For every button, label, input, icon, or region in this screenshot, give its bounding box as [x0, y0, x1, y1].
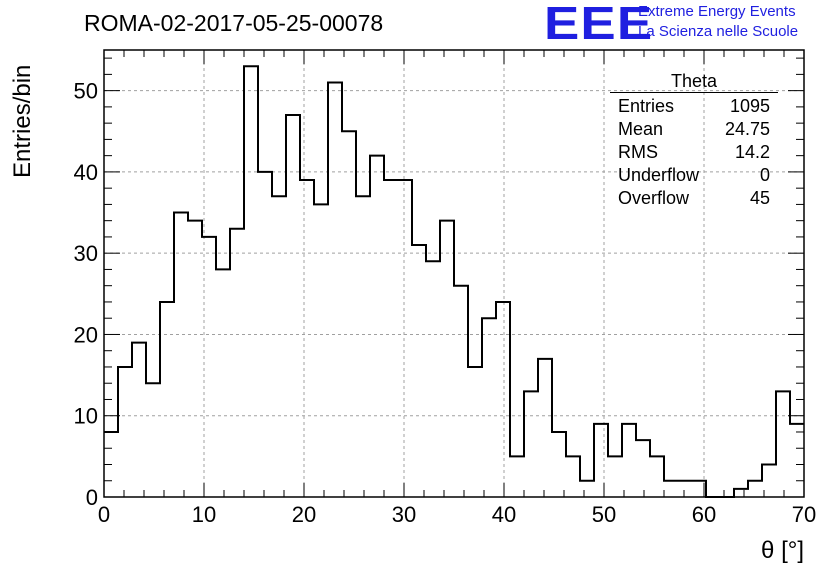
histogram-bin: [440, 221, 454, 497]
histogram-bin: [580, 481, 594, 497]
histogram-bin: [552, 432, 566, 497]
stats-value: 0: [759, 165, 770, 185]
histogram-bin: [426, 261, 440, 497]
stats-box: Theta Entries 1095 Mean 24.75 RMS 14.2 U…: [610, 70, 778, 210]
histogram-bin: [188, 221, 202, 497]
histogram-bin: [146, 383, 160, 497]
stats-row-overflow: Overflow 45: [610, 187, 778, 210]
histogram-bin: [104, 432, 118, 497]
y-tick-label: 10: [74, 404, 98, 429]
histogram-bin: [132, 343, 146, 497]
stats-label: Underflow: [618, 165, 700, 185]
histogram-bin: [328, 83, 342, 497]
stats-row-rms: RMS 14.2: [610, 141, 778, 164]
x-tick-label: 0: [98, 502, 110, 527]
histogram-bin: [202, 237, 216, 497]
histogram-bin: [356, 196, 370, 497]
histogram-bin: [370, 156, 384, 497]
histogram-bin: [398, 180, 412, 497]
stats-label: Entries: [618, 96, 675, 116]
histogram-bin: [538, 359, 552, 497]
stats-title: Theta: [610, 70, 778, 93]
histogram-bin: [748, 481, 762, 497]
stats-value: 14.2: [734, 142, 770, 162]
y-tick-label: 0: [86, 485, 98, 510]
histogram-bin: [258, 172, 272, 497]
histogram-bin: [314, 204, 328, 497]
histogram-bin: [622, 424, 636, 497]
histogram-bin: [216, 269, 230, 497]
histogram-bin: [594, 424, 608, 497]
histogram-bin: [468, 367, 482, 497]
histogram-bin: [776, 391, 790, 497]
stats-row-entries: Entries 1095: [610, 95, 778, 118]
histogram-bin: [636, 440, 650, 497]
histogram-bin: [342, 131, 356, 497]
histogram-bin: [118, 367, 132, 497]
histogram-bin: [286, 115, 300, 497]
stats-row-mean: Mean 24.75: [610, 118, 778, 141]
y-axis-label: Entries/bin: [9, 65, 36, 178]
stats-value: 45: [749, 188, 770, 208]
histogram-bin: [482, 318, 496, 497]
histogram-bin: [692, 481, 706, 497]
histogram-bin: [244, 66, 258, 497]
stats-label: RMS: [618, 142, 658, 162]
histogram-bin: [160, 302, 174, 497]
stats-value: 1095: [729, 96, 770, 116]
x-tick-label: 70: [792, 502, 816, 527]
histogram-bin: [524, 391, 538, 497]
histogram-bin: [664, 481, 678, 497]
run-title: ROMA-02-2017-05-25-00078: [84, 10, 384, 36]
histogram-outline: [104, 65, 804, 498]
histogram-bin: [174, 213, 188, 497]
x-tick-label: 10: [192, 502, 216, 527]
y-tick-label: 20: [74, 322, 98, 347]
x-tick-label: 30: [392, 502, 416, 527]
stats-value: 24.75: [724, 119, 770, 139]
y-tick-labels: 0 10 20 30 40 50: [74, 79, 98, 510]
plot-frame: [103, 49, 805, 498]
stats-label: Overflow: [618, 188, 690, 208]
y-tick-label: 50: [74, 79, 98, 104]
histogram-bin: [650, 456, 664, 497]
stats-row-underflow: Underflow 0: [610, 164, 778, 187]
histogram-bin: [454, 286, 468, 497]
histogram-bin: [412, 245, 426, 497]
x-tick-labels: 0 10 20 30 40 50 60 70: [98, 502, 816, 527]
histogram-bin: [272, 196, 286, 497]
histogram-bin: [762, 464, 776, 497]
x-tick-label: 20: [292, 502, 316, 527]
x-tick-label: 50: [592, 502, 616, 527]
logo-subtitle-1: Extreme Energy Events: [638, 3, 796, 20]
histogram-bin: [608, 456, 622, 497]
histogram-bin: [790, 424, 804, 497]
histogram-bin: [678, 481, 692, 497]
eee-logo: EEE: [544, 0, 654, 49]
logo-subtitle-2: La Scienza nelle Scuole: [638, 23, 799, 40]
histogram-bin: [300, 180, 314, 497]
x-tick-label: 40: [492, 502, 516, 527]
y-tick-label: 40: [74, 160, 98, 185]
histogram-bin: [566, 456, 580, 497]
stats-label: Mean: [618, 119, 664, 139]
histogram-bin: [496, 302, 510, 497]
histogram-bin: [734, 489, 748, 497]
x-axis-label: θ [°]: [761, 537, 804, 564]
y-tick-label: 30: [74, 241, 98, 266]
histogram-bin: [510, 456, 524, 497]
histogram-bin: [384, 180, 398, 497]
histogram-bin: [230, 229, 244, 497]
x-tick-label: 60: [692, 502, 716, 527]
